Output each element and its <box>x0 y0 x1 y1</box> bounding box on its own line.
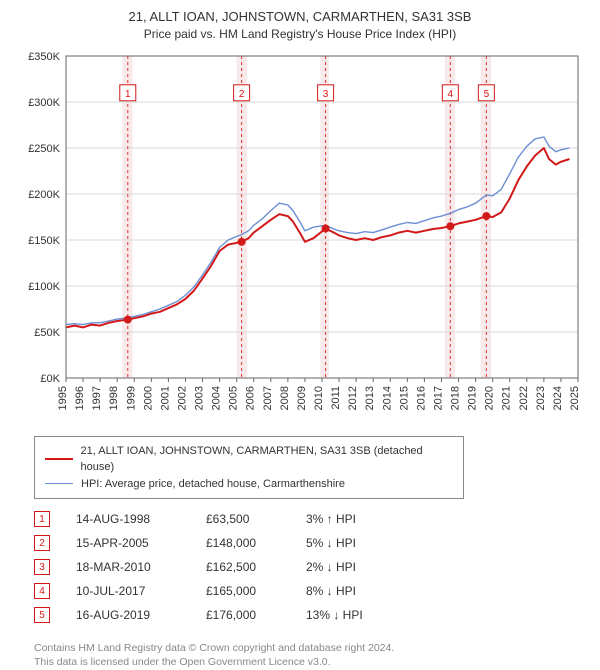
transaction-diff: 2% ↓ HPI <box>306 560 416 574</box>
svg-text:5: 5 <box>484 89 490 100</box>
transaction-marker: 4 <box>34 583 50 599</box>
svg-text:2020: 2020 <box>484 386 496 410</box>
legend-swatch <box>45 483 73 484</box>
legend-label: 21, ALLT IOAN, JOHNSTOWN, CARMARTHEN, SA… <box>81 443 453 476</box>
footer-line-1: Contains HM Land Registry data © Crown c… <box>34 641 588 655</box>
svg-text:2019: 2019 <box>467 386 479 410</box>
legend-label: HPI: Average price, detached house, Carm… <box>81 476 345 493</box>
svg-text:2005: 2005 <box>228 386 240 410</box>
svg-text:2022: 2022 <box>518 386 530 410</box>
transaction-diff: 8% ↓ HPI <box>306 584 416 598</box>
transaction-row: 4 10-JUL-2017£165,0008% ↓ HPI <box>34 579 588 603</box>
svg-text:£150K: £150K <box>28 235 60 247</box>
svg-text:1995: 1995 <box>57 386 69 410</box>
svg-text:2009: 2009 <box>296 386 308 410</box>
transaction-date: 16-AUG-2019 <box>76 608 206 622</box>
legend: 21, ALLT IOAN, JOHNSTOWN, CARMARTHEN, SA… <box>34 436 464 500</box>
footer-line-2: This data is licensed under the Open Gov… <box>34 655 588 669</box>
transaction-row: 2 15-APR-2005£148,0005% ↓ HPI <box>34 531 588 555</box>
svg-text:£300K: £300K <box>28 97 60 109</box>
chart-svg: £0K £50K £100K £150K £200K £250K £300K £350K 199… <box>12 46 588 426</box>
svg-text:2: 2 <box>239 89 245 100</box>
svg-text:2025: 2025 <box>569 386 581 410</box>
transaction-price: £176,000 <box>206 608 306 622</box>
transaction-diff: 5% ↓ HPI <box>306 536 416 550</box>
svg-text:1: 1 <box>125 89 131 100</box>
svg-text:3: 3 <box>323 89 329 100</box>
svg-text:1998: 1998 <box>108 386 120 410</box>
svg-text:2023: 2023 <box>535 386 547 410</box>
legend-swatch <box>45 458 73 460</box>
transaction-date: 18-MAR-2010 <box>76 560 206 574</box>
transaction-price: £148,000 <box>206 536 306 550</box>
transaction-price: £162,500 <box>206 560 306 574</box>
svg-text:2001: 2001 <box>159 386 171 410</box>
transactions-table: 114-AUG-1998£63,5003% ↑ HPI215-APR-2005£… <box>34 507 588 627</box>
transaction-marker: 2 <box>34 535 50 551</box>
svg-text:2012: 2012 <box>347 386 359 410</box>
svg-text:2015: 2015 <box>398 386 410 410</box>
chart-title-desc: Price paid vs. HM Land Registry's House … <box>12 26 588 42</box>
svg-text:£0K: £0K <box>40 373 60 385</box>
svg-text:2021: 2021 <box>501 386 513 410</box>
svg-text:2003: 2003 <box>194 386 206 410</box>
price-chart: £0K £50K £100K £150K £200K £250K £300K £350K 199… <box>12 46 588 426</box>
svg-text:2000: 2000 <box>142 386 154 410</box>
svg-text:£100K: £100K <box>28 281 60 293</box>
svg-text:1999: 1999 <box>125 386 137 410</box>
transaction-marker: 5 <box>34 607 50 623</box>
svg-text:2010: 2010 <box>313 386 325 410</box>
svg-text:£350K: £350K <box>28 51 60 63</box>
transaction-date: 10-JUL-2017 <box>76 584 206 598</box>
svg-text:£250K: £250K <box>28 143 60 155</box>
svg-text:2004: 2004 <box>211 386 223 410</box>
transaction-price: £63,500 <box>206 512 306 526</box>
svg-text:2002: 2002 <box>176 386 188 410</box>
svg-text:2011: 2011 <box>330 386 342 410</box>
footer-attribution: Contains HM Land Registry data © Crown c… <box>34 641 588 669</box>
svg-text:1996: 1996 <box>74 386 86 410</box>
svg-text:2007: 2007 <box>262 386 274 410</box>
svg-text:4: 4 <box>448 89 454 100</box>
svg-text:2008: 2008 <box>279 386 291 410</box>
svg-text:2024: 2024 <box>552 386 564 410</box>
transaction-price: £165,000 <box>206 584 306 598</box>
svg-text:2014: 2014 <box>381 386 393 410</box>
legend-item: HPI: Average price, detached house, Carm… <box>45 476 453 493</box>
transaction-date: 14-AUG-1998 <box>76 512 206 526</box>
svg-text:2016: 2016 <box>415 386 427 410</box>
svg-text:£50K: £50K <box>34 327 60 339</box>
legend-item: 21, ALLT IOAN, JOHNSTOWN, CARMARTHEN, SA… <box>45 443 453 476</box>
transaction-diff: 13% ↓ HPI <box>306 608 416 622</box>
transaction-row: 3 18-MAR-2010£162,5002% ↓ HPI <box>34 555 588 579</box>
transaction-row: 1 14-AUG-1998£63,5003% ↑ HPI <box>34 507 588 531</box>
svg-text:2018: 2018 <box>450 386 462 410</box>
svg-text:2017: 2017 <box>432 386 444 410</box>
transaction-row: 5 16-AUG-2019£176,00013% ↓ HPI <box>34 603 588 627</box>
transaction-marker: 1 <box>34 511 50 527</box>
svg-text:2013: 2013 <box>364 386 376 410</box>
transaction-date: 15-APR-2005 <box>76 536 206 550</box>
svg-text:2006: 2006 <box>245 386 257 410</box>
svg-text:£200K: £200K <box>28 189 60 201</box>
transaction-diff: 3% ↑ HPI <box>306 512 416 526</box>
transaction-marker: 3 <box>34 559 50 575</box>
svg-text:1997: 1997 <box>91 386 103 410</box>
chart-title-address: 21, ALLT IOAN, JOHNSTOWN, CARMARTHEN, SA… <box>12 8 588 26</box>
